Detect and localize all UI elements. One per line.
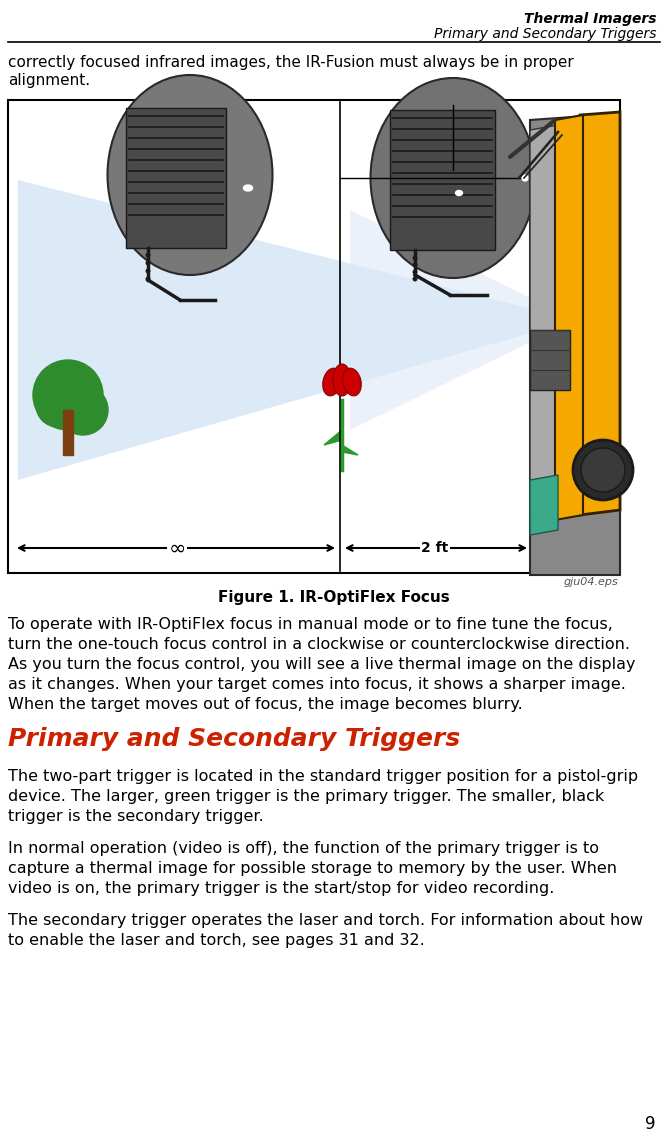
Polygon shape xyxy=(530,125,558,515)
Text: turn the one-touch focus control in a clockwise or counterclockwise direction.: turn the one-touch focus control in a cl… xyxy=(8,637,630,653)
Circle shape xyxy=(58,385,108,435)
Polygon shape xyxy=(350,210,576,430)
Bar xyxy=(63,410,73,455)
Text: In normal operation (video is off), the function of the primary trigger is to: In normal operation (video is off), the … xyxy=(8,841,599,856)
Circle shape xyxy=(146,269,150,273)
Text: 9: 9 xyxy=(645,1115,655,1129)
Ellipse shape xyxy=(333,364,351,396)
Ellipse shape xyxy=(323,368,341,396)
Bar xyxy=(530,330,570,390)
Text: Thermal Imagers: Thermal Imagers xyxy=(524,12,657,26)
Polygon shape xyxy=(555,115,583,520)
Text: gju04.eps: gju04.eps xyxy=(563,577,618,587)
Text: as it changes. When your target comes into focus, it shows a sharper image.: as it changes. When your target comes in… xyxy=(8,677,626,692)
Text: Primary and Secondary Triggers: Primary and Secondary Triggers xyxy=(434,27,657,41)
Bar xyxy=(126,108,226,248)
Text: video is on, the primary trigger is the start/stop for video recording.: video is on, the primary trigger is the … xyxy=(8,881,554,896)
Polygon shape xyxy=(530,475,558,535)
Text: Primary and Secondary Triggers: Primary and Secondary Triggers xyxy=(8,727,460,751)
Ellipse shape xyxy=(371,78,536,278)
Polygon shape xyxy=(342,445,358,455)
Circle shape xyxy=(413,255,418,261)
Text: $\infty$: $\infty$ xyxy=(168,539,186,558)
Circle shape xyxy=(413,270,418,274)
Text: alignment.: alignment. xyxy=(8,73,90,88)
Circle shape xyxy=(413,277,418,281)
Circle shape xyxy=(522,175,528,181)
Text: As you turn the focus control, you will see a live thermal image on the display: As you turn the focus control, you will … xyxy=(8,657,635,672)
Circle shape xyxy=(581,448,625,492)
Text: trigger is the secondary trigger.: trigger is the secondary trigger. xyxy=(8,809,264,824)
Text: The two-part trigger is located in the standard trigger position for a pistol-gr: The two-part trigger is located in the s… xyxy=(8,769,638,784)
Text: correctly focused infrared images, the IR-Fusion must always be in proper: correctly focused infrared images, the I… xyxy=(8,55,574,70)
Polygon shape xyxy=(324,430,342,445)
Polygon shape xyxy=(18,180,576,480)
Ellipse shape xyxy=(343,368,361,396)
Ellipse shape xyxy=(108,75,273,275)
Circle shape xyxy=(146,253,150,257)
Polygon shape xyxy=(580,112,620,515)
Text: Figure 1. IR-OptiFlex Focus: Figure 1. IR-OptiFlex Focus xyxy=(218,590,450,605)
Text: 2 ft: 2 ft xyxy=(422,541,449,555)
Circle shape xyxy=(413,263,418,268)
Circle shape xyxy=(36,383,80,427)
Circle shape xyxy=(146,277,150,281)
Text: When the target moves out of focus, the image becomes blurry.: When the target moves out of focus, the … xyxy=(8,697,523,712)
Polygon shape xyxy=(530,115,620,575)
Bar xyxy=(390,110,495,250)
Text: To operate with IR-OptiFlex focus in manual mode or to fine tune the focus,: To operate with IR-OptiFlex focus in man… xyxy=(8,618,613,632)
Ellipse shape xyxy=(244,185,253,191)
Circle shape xyxy=(573,440,633,500)
Circle shape xyxy=(33,360,103,430)
Circle shape xyxy=(146,261,150,265)
Text: device. The larger, green trigger is the primary trigger. The smaller, black: device. The larger, green trigger is the… xyxy=(8,789,605,804)
Bar xyxy=(8,100,620,574)
Text: to enable the laser and torch, see pages 31 and 32.: to enable the laser and torch, see pages… xyxy=(8,933,425,948)
Text: The secondary trigger operates the laser and torch. For information about how: The secondary trigger operates the laser… xyxy=(8,913,643,928)
Ellipse shape xyxy=(456,191,462,195)
Text: capture a thermal image for possible storage to memory by the user. When: capture a thermal image for possible sto… xyxy=(8,861,617,876)
